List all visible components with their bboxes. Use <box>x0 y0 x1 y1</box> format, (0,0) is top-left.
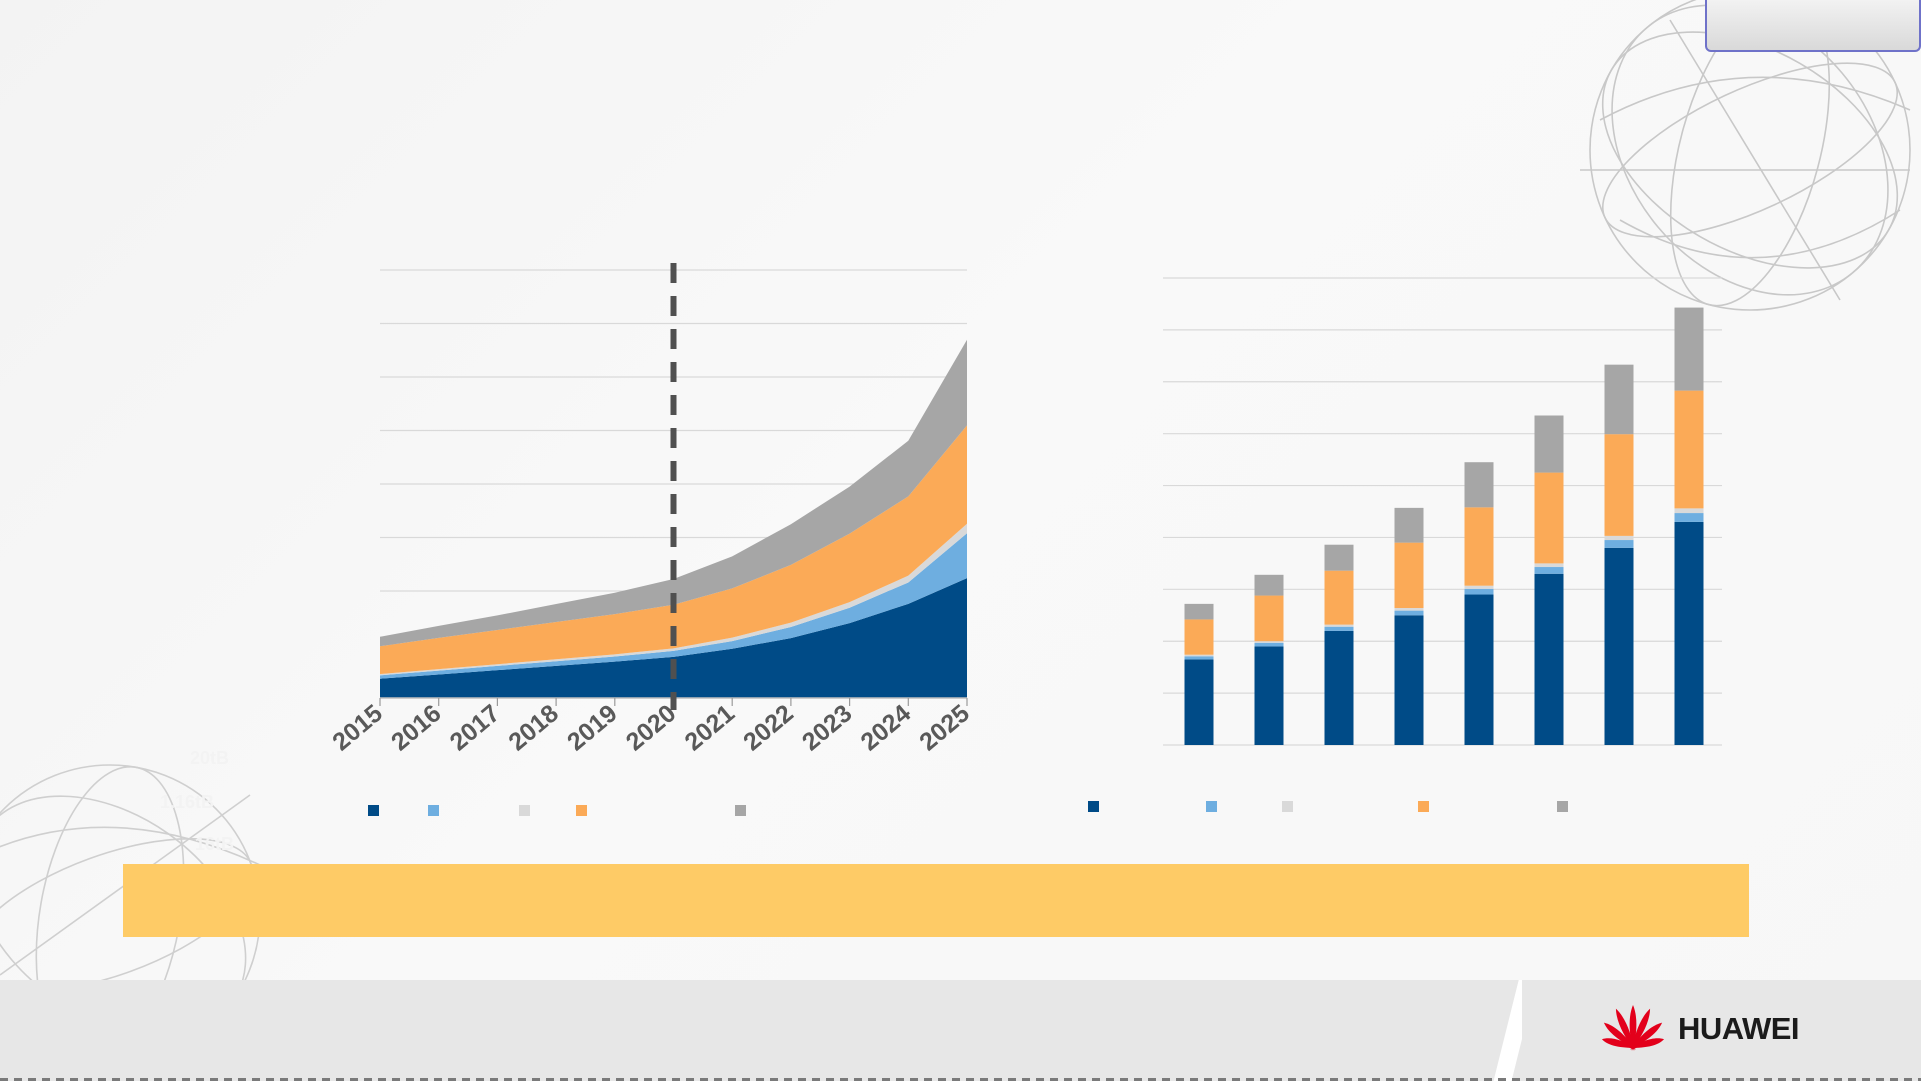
legend-swatch <box>428 805 439 816</box>
ghost-label-3: 16tB <box>195 834 235 854</box>
bar-segment-4 <box>1464 507 1494 586</box>
legend-swatch <box>1418 801 1429 812</box>
legend-item <box>576 805 595 816</box>
bar-segment-1 <box>1674 521 1704 745</box>
bar-segment-5 <box>1254 574 1284 596</box>
legend-item <box>519 805 538 816</box>
legend-item <box>1088 801 1107 812</box>
legend-item <box>428 805 447 816</box>
stacked-area-chart: 2015201620172018201920202021202220232024… <box>327 263 975 756</box>
legend-item <box>1282 801 1301 812</box>
legend-item <box>1418 801 1437 812</box>
slide-canvas: 20tB 1.16tB 16tB 2015 2016 2017 2018 2019 202… <box>0 0 1921 980</box>
legend-item <box>1206 801 1225 812</box>
legend-swatch <box>735 805 746 816</box>
bar-segment-2 <box>1534 567 1564 574</box>
bar-segment-3 <box>1394 608 1424 611</box>
globe-decoration-top-right <box>1580 0 1911 311</box>
legend-swatch <box>1206 801 1217 812</box>
bar-segment-4 <box>1254 595 1284 642</box>
legend-swatch <box>576 805 587 816</box>
stacked-bar-chart <box>1163 277 1722 746</box>
bar-segment-5 <box>1534 415 1564 473</box>
top-right-tab[interactable] <box>1705 0 1921 52</box>
bar-segment-4 <box>1534 472 1564 564</box>
area-series-5 <box>380 339 967 647</box>
bar-segment-1 <box>1464 594 1494 745</box>
footer-right-panel <box>1522 980 1921 1081</box>
bar-segment-3 <box>1324 624 1354 627</box>
ghost-label-2: 1.16tB <box>160 792 215 812</box>
legend-swatch <box>1282 801 1293 812</box>
footer-bar <box>0 980 1921 1081</box>
bar-segment-5 <box>1394 507 1424 543</box>
bar-segment-4 <box>1394 542 1424 609</box>
bar-segment-4 <box>1674 390 1704 509</box>
bar-segment-5 <box>1604 364 1634 435</box>
bar-segment-2 <box>1464 588 1494 595</box>
legend-swatch <box>368 805 379 816</box>
legend-item <box>368 805 387 816</box>
legend-left <box>368 805 768 819</box>
bar-segment-2 <box>1604 540 1634 548</box>
bar-segment-4 <box>1604 434 1634 536</box>
area-series-4 <box>380 425 967 675</box>
bar-segment-4 <box>1324 570 1354 625</box>
bar-segment-1 <box>1184 659 1214 745</box>
bar-segment-3 <box>1534 563 1564 568</box>
summary-banner <box>123 864 1749 937</box>
bar-segment-3 <box>1464 585 1494 589</box>
bar-segment-2 <box>1254 642 1284 647</box>
ghost-label-1: 20tB <box>190 748 230 768</box>
legend-right <box>1088 801 1588 815</box>
bar-segment-4 <box>1184 619 1214 655</box>
bar-segment-5 <box>1324 544 1354 571</box>
bar-segment-1 <box>1324 630 1354 745</box>
bar-segment-3 <box>1674 508 1704 514</box>
legend-item <box>1557 801 1576 812</box>
legend-item <box>735 805 754 816</box>
bar-segment-2 <box>1674 513 1704 522</box>
bar-segment-5 <box>1464 462 1494 508</box>
bar-segment-3 <box>1604 535 1634 541</box>
huawei-petal-icon <box>1601 1005 1665 1051</box>
bar-segment-1 <box>1394 615 1424 745</box>
huawei-logo: HUAWEI <box>1600 1003 1800 1055</box>
bar-segment-2 <box>1324 626 1354 631</box>
bar-segment-2 <box>1184 656 1214 660</box>
bar-segment-5 <box>1674 307 1704 391</box>
brand-name: HUAWEI <box>1678 1011 1800 1046</box>
area-series-1 <box>380 578 967 698</box>
legend-swatch <box>1557 801 1568 812</box>
bar-segment-3 <box>1184 654 1214 657</box>
legend-swatch <box>1088 801 1099 812</box>
bar-segment-1 <box>1254 646 1284 745</box>
bar-segment-5 <box>1184 603 1214 620</box>
bar-segment-1 <box>1534 573 1564 745</box>
banner-text <box>123 864 1749 908</box>
bar-segment-3 <box>1254 641 1284 643</box>
bottom-border <box>0 1078 1921 1081</box>
bar-segment-1 <box>1604 547 1634 745</box>
legend-swatch <box>519 805 530 816</box>
bar-segment-2 <box>1394 610 1424 616</box>
